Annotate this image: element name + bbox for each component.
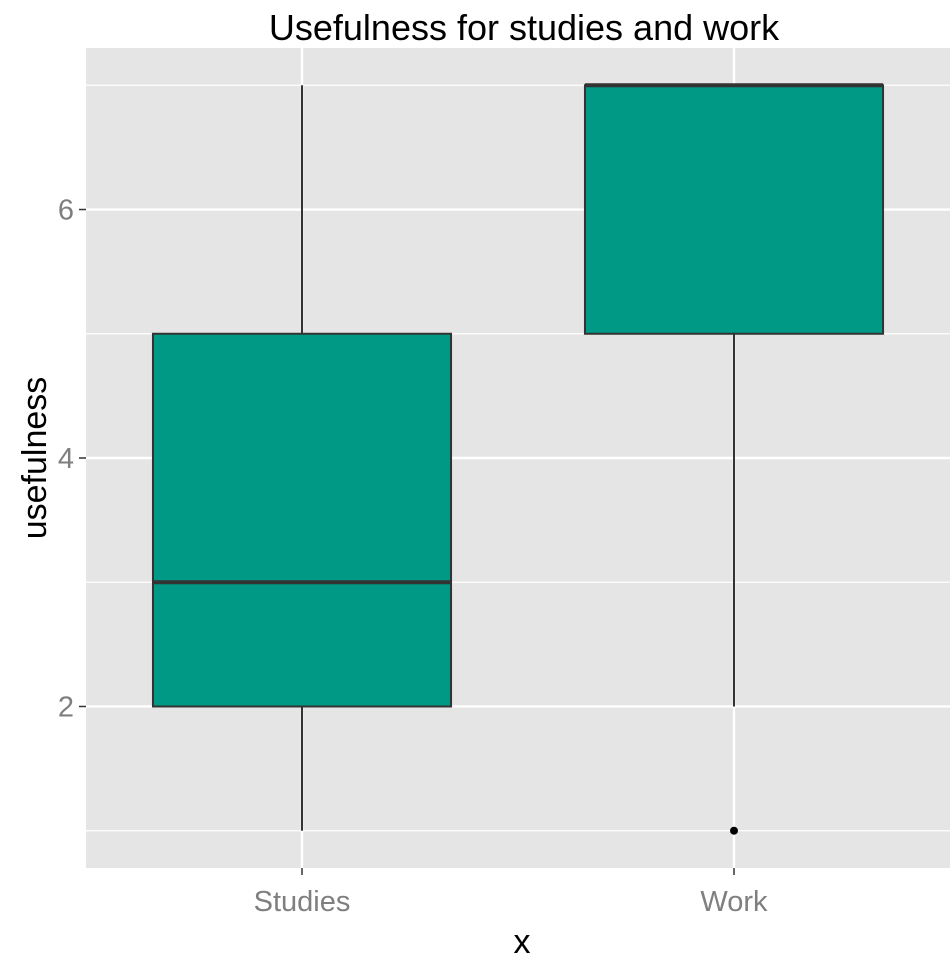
y-tick-label: 6 bbox=[58, 195, 74, 227]
outlier-point bbox=[730, 826, 738, 835]
y-axis-title: usefulness bbox=[16, 377, 54, 540]
x-tick-label: Work bbox=[700, 886, 768, 918]
y-tick-label: 4 bbox=[58, 443, 74, 475]
chart-title: Usefulness for studies and work bbox=[269, 7, 780, 48]
x-tick-label: Studies bbox=[254, 886, 351, 918]
box bbox=[583, 84, 885, 335]
box-marks bbox=[151, 83, 885, 835]
box bbox=[151, 332, 453, 708]
axis-ticks: 2 4 6 Studies Work bbox=[58, 195, 768, 918]
y-tick-label: 2 bbox=[58, 691, 74, 723]
x-axis-title: x bbox=[514, 923, 531, 955]
